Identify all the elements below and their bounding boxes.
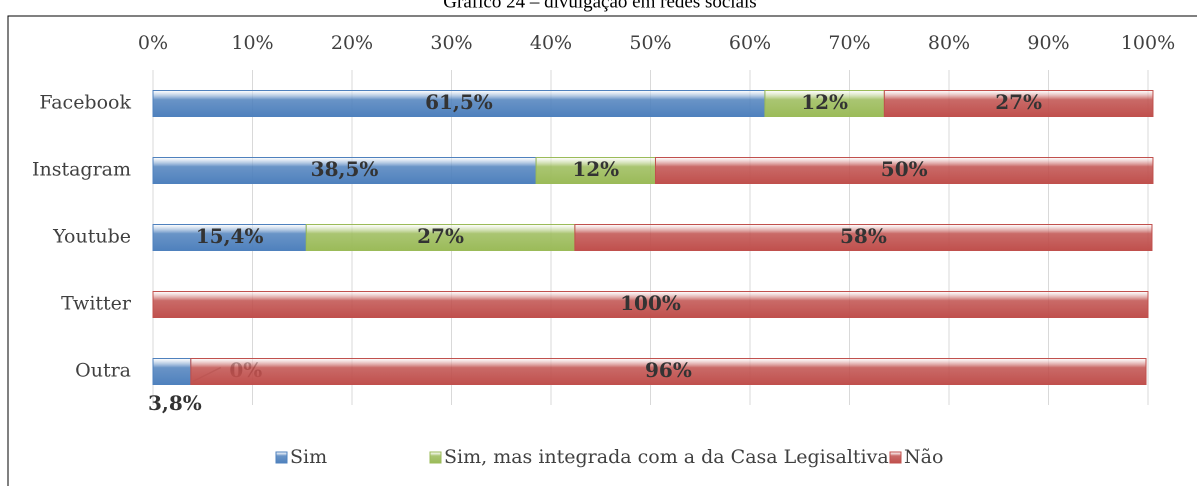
y-tick-label: Outra: [75, 360, 131, 382]
bar-segment: [152, 224, 307, 251]
data-label: 27%: [995, 90, 1042, 114]
x-tick-label: 10%: [231, 32, 273, 54]
data-label: 58%: [840, 224, 887, 248]
legend-swatch: [275, 451, 288, 464]
x-tick-label: 50%: [629, 32, 671, 54]
y-tick-label: Instagram: [32, 159, 131, 181]
y-tick-label: Twitter: [61, 293, 132, 315]
y-tick-label: Youtube: [52, 226, 131, 248]
bar-segment: [305, 224, 576, 251]
data-label: 15,4%: [196, 224, 264, 248]
x-tick-label: 80%: [928, 32, 970, 54]
data-label: 3,8%: [148, 391, 202, 415]
bar-segment: [190, 358, 1147, 385]
chart-title: Gráfico 24 – divulgação em redes sociais: [443, 0, 756, 12]
data-label: 38,5%: [311, 157, 379, 181]
x-tick-label: 40%: [530, 32, 572, 54]
x-tick-label: 0%: [138, 32, 168, 54]
x-tick-label: 60%: [729, 32, 771, 54]
bar-segment: [764, 90, 885, 117]
bar-segment: [152, 291, 1149, 318]
bar-segment: [535, 157, 656, 184]
y-tick-label: Facebook: [39, 92, 131, 114]
x-tick-label: 90%: [1027, 32, 1069, 54]
x-tick-label: 100%: [1121, 32, 1175, 54]
legend-label: Não: [904, 446, 943, 468]
data-label: 27%: [417, 224, 464, 248]
legend-swatch: [889, 451, 902, 464]
x-tick-label: 30%: [430, 32, 472, 54]
legend-swatch: [429, 451, 442, 464]
data-label: 100%: [620, 291, 681, 315]
legend-label: Sim, mas integrada com a da Casa Legisal…: [444, 446, 889, 468]
data-label: 50%: [881, 157, 928, 181]
data-label: 61,5%: [425, 90, 493, 114]
x-tick-label: 20%: [331, 32, 373, 54]
bar-segment: [152, 358, 192, 385]
bar-segment: [654, 157, 1154, 184]
data-label: 12%: [572, 157, 619, 181]
bar-segment: [883, 90, 1154, 117]
bar-segment: [152, 157, 537, 184]
data-label: 96%: [645, 358, 692, 382]
bar-segment: [574, 224, 1153, 251]
legend-label: Sim: [290, 446, 327, 468]
data-label: 12%: [801, 90, 848, 114]
x-tick-label: 70%: [828, 32, 870, 54]
